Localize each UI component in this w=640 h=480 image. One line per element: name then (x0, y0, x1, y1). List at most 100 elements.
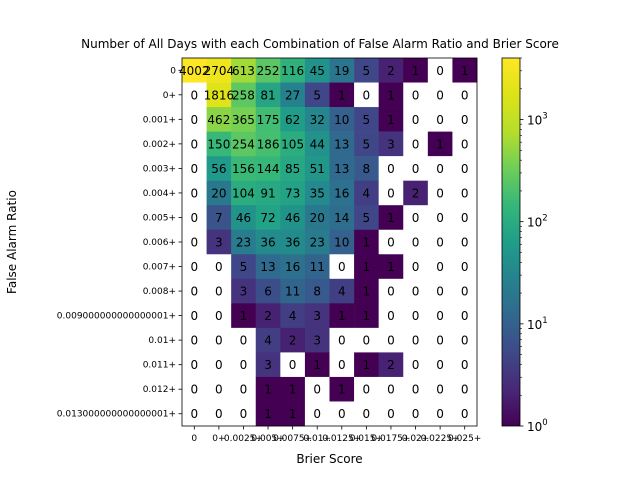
cell-value-label: 2 (387, 64, 395, 78)
heatmap-cell (329, 401, 355, 427)
heatmap-cell (452, 229, 478, 255)
heatmap-cell (329, 254, 355, 280)
cell-value-label: 0 (412, 407, 420, 421)
heatmap-cell (255, 229, 281, 255)
heatmap-cell (378, 156, 404, 181)
heatmap-cell (182, 303, 207, 329)
heatmap-cell (354, 352, 379, 378)
heatmap-cell (403, 58, 429, 83)
colorbar-tick-label: 102 (527, 214, 548, 230)
cell-value-label: 16 (334, 186, 349, 200)
y-tick-label: 0.005+ (143, 213, 176, 223)
heatmap-cell (182, 376, 207, 402)
cell-value-label: 5 (363, 211, 371, 225)
heatmap-cell (378, 205, 404, 231)
heatmap-cell (231, 303, 257, 329)
heatmap-cell (206, 58, 232, 83)
x-tick-label: 0.005+ (251, 434, 284, 444)
heatmap-cell (280, 352, 306, 378)
heatmap-cell (403, 131, 429, 157)
cell-value-label: 0 (338, 334, 346, 348)
cell-value-label: 23 (310, 236, 325, 250)
heatmap-cell (206, 156, 232, 181)
heatmap-cell (255, 376, 281, 402)
cell-value-label: 0 (363, 407, 371, 421)
cell-value-label: 5 (363, 137, 371, 151)
cell-value-label: 35 (310, 186, 325, 200)
cell-value-label: 73 (285, 186, 300, 200)
cell-value-label: 0 (461, 236, 469, 250)
cell-value-label: 5 (313, 88, 321, 102)
cell-value-label: 4 (338, 285, 346, 299)
heatmap-cell (231, 107, 257, 132)
cell-value-label: 5 (240, 260, 248, 274)
cell-value-label: 0 (190, 407, 198, 421)
heatmap-cell (231, 131, 257, 157)
cell-value-label: 13 (334, 162, 349, 176)
cell-value-label: 51 (310, 162, 325, 176)
heatmap-cell (206, 376, 232, 402)
cell-value-label: 20 (211, 186, 226, 200)
heatmap-cell (427, 401, 453, 427)
cell-value-label: 2 (387, 358, 395, 372)
heatmap-cell (452, 82, 478, 108)
heatmap-cell (206, 327, 232, 353)
heatmap-cell (280, 205, 306, 231)
heatmap-cell (403, 278, 429, 304)
heatmap-cell (329, 205, 355, 231)
cell-value-label: 144 (257, 162, 280, 176)
cell-value-label: 8 (363, 162, 371, 176)
heatmap-cell (403, 401, 429, 427)
cell-value-label: 0 (190, 383, 198, 397)
cell-value-label: 0 (215, 383, 223, 397)
cell-value-label: 2 (289, 334, 297, 348)
heatmap-cell (354, 58, 379, 83)
heatmap-cell (452, 376, 478, 402)
heatmap-cell (231, 254, 257, 280)
heatmap-cell (182, 180, 207, 206)
cell-value-label: 0 (190, 186, 198, 200)
heatmap-cell (329, 278, 355, 304)
cell-value-label: 0 (436, 64, 444, 78)
cell-value-label: 3 (313, 334, 321, 348)
cell-value-label: 1 (264, 383, 272, 397)
cell-value-label: 1 (313, 358, 321, 372)
cell-value-label: 0 (240, 407, 248, 421)
cell-value-label: 0 (190, 162, 198, 176)
heatmap-cell (452, 401, 478, 427)
heatmap-cell (182, 58, 207, 83)
cell-value-label: 0 (215, 309, 223, 323)
cell-value-label: 0 (412, 236, 420, 250)
cell-value-label: 105 (281, 137, 304, 151)
heatmap-cell (403, 180, 429, 206)
cell-value-label: 613 (232, 64, 255, 78)
heatmap-cell (452, 156, 478, 181)
cell-value-label: 0 (412, 334, 420, 348)
heatmap-cell (403, 205, 429, 231)
cell-value-label: 2 (264, 309, 272, 323)
cell-value-label: 0 (461, 211, 469, 225)
cell-value-label: 0 (436, 260, 444, 274)
cell-value-label: 186 (257, 137, 280, 151)
heatmap-cell (378, 229, 404, 255)
cell-value-label: 0 (387, 309, 395, 323)
heatmap-cell (354, 131, 379, 157)
cell-value-label: 0 (461, 88, 469, 102)
cell-value-label: 0 (436, 407, 444, 421)
heatmap-cell (354, 156, 379, 181)
cell-value-label: 4 (264, 334, 272, 348)
heatmap-cell (452, 254, 478, 280)
x-axis-ticks: 0 0+0.0025+0.005+0.0075+0.01+0.0125+0.015… (191, 426, 481, 444)
heatmap-cell (329, 180, 355, 206)
cell-value-label: 27 (285, 88, 300, 102)
heatmap-cell (182, 229, 207, 255)
x-tick-label: 0.0175+ (371, 434, 410, 444)
heatmap-cell (378, 180, 404, 206)
cell-value-label: 0 (240, 358, 248, 372)
cell-value-label: 3 (264, 358, 272, 372)
heatmap-cell (403, 82, 429, 108)
cell-value-label: 0 (412, 88, 420, 102)
heatmap-cell (280, 107, 306, 132)
cell-value-label: 0 (313, 383, 321, 397)
